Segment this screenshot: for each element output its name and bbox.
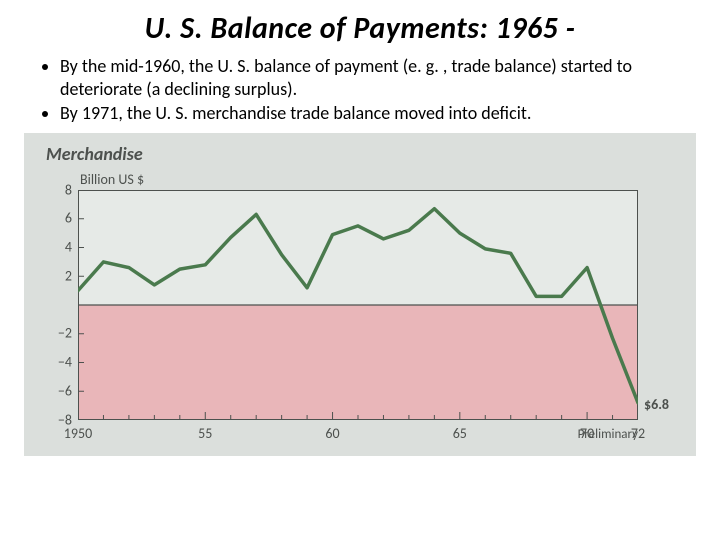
chart-title: Merchandise xyxy=(46,143,676,165)
chart-x-axis: 19505560657072 xyxy=(78,420,638,442)
y-tick-label: 2 xyxy=(46,267,72,284)
page-title: U. S. Balance of Payments: 1965 - xyxy=(30,10,690,47)
y-tick-label: −6 xyxy=(46,382,72,399)
bullet-list: By the mid-1960, the U. S. balance of pa… xyxy=(60,55,680,125)
chart-end-annotation: $6.8 xyxy=(644,396,669,413)
x-tick-label: 1950 xyxy=(64,425,92,442)
y-tick-label: 6 xyxy=(46,210,72,227)
chart-y-axis: −8−6−4−22468 xyxy=(46,190,78,426)
bullet-item: By the mid-1960, the U. S. balance of pa… xyxy=(60,55,680,100)
y-tick-label: 8 xyxy=(46,181,72,198)
bullet-item: By 1971, the U. S. merchandise trade bal… xyxy=(60,102,680,125)
chart-plot-area: −8−6−4−22468 $6.8 19505560657072 Prelimi… xyxy=(46,190,638,442)
chart-ylabel: Billion US $ xyxy=(80,171,676,188)
y-tick-label: −2 xyxy=(46,325,72,342)
x-tick-label: 65 xyxy=(453,425,467,442)
y-tick-label: −4 xyxy=(46,354,72,371)
chart-svg xyxy=(78,190,638,420)
preliminary-label: Preliminary xyxy=(578,427,638,442)
x-tick-label: 55 xyxy=(198,425,212,442)
y-tick-label: 4 xyxy=(46,239,72,256)
x-tick-label: 60 xyxy=(325,425,339,442)
merchandise-chart: Merchandise Billion US $ −8−6−4−22468 $6… xyxy=(24,133,696,456)
